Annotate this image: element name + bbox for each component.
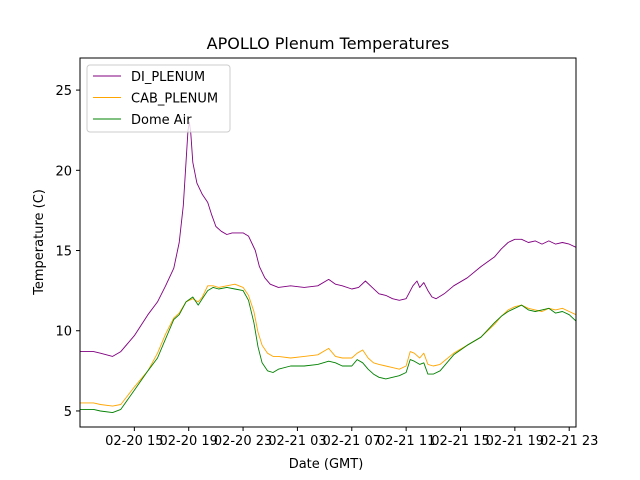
plot-frame: [79, 57, 577, 428]
series-layer: [80, 121, 577, 414]
legend-label-1: CAB_PLENUM: [131, 92, 218, 107]
series-line-2: [80, 286, 577, 414]
legend-box: [86, 64, 231, 133]
x-axis-label: Date (GMT): [289, 457, 364, 472]
y-axis-label: Temperature (C): [32, 189, 47, 296]
legend: DI_PLENUM CAB_PLENUM Dome Air: [86, 64, 231, 133]
x-tick-label: 02-21 19: [486, 434, 544, 449]
x-tick-label: 02-20 23: [214, 434, 272, 449]
legend-label-2: Dome Air: [131, 113, 192, 128]
x-tick-label: 02-21 11: [377, 434, 435, 449]
x-tick-label: 02-21 07: [323, 434, 381, 449]
x-tick-label: 02-21 23: [540, 434, 598, 449]
legend-label-0: DI_PLENUM: [131, 70, 205, 85]
y-tick-label: 20: [55, 164, 72, 179]
y-tick-label: 15: [55, 245, 72, 260]
y-tick-label: 25: [55, 84, 72, 99]
chart-title: APOLLO Plenum Temperatures: [207, 34, 450, 53]
x-tick-label: 02-21 15: [431, 434, 489, 449]
y-tick-label: 5: [64, 405, 72, 420]
series-line-0: [80, 121, 577, 357]
x-tick-label: 02-20 15: [105, 434, 163, 449]
x-tick-label: 02-21 03: [268, 434, 326, 449]
x-tick-label: 02-20 19: [159, 434, 217, 449]
y-tick-label: 10: [55, 325, 72, 340]
